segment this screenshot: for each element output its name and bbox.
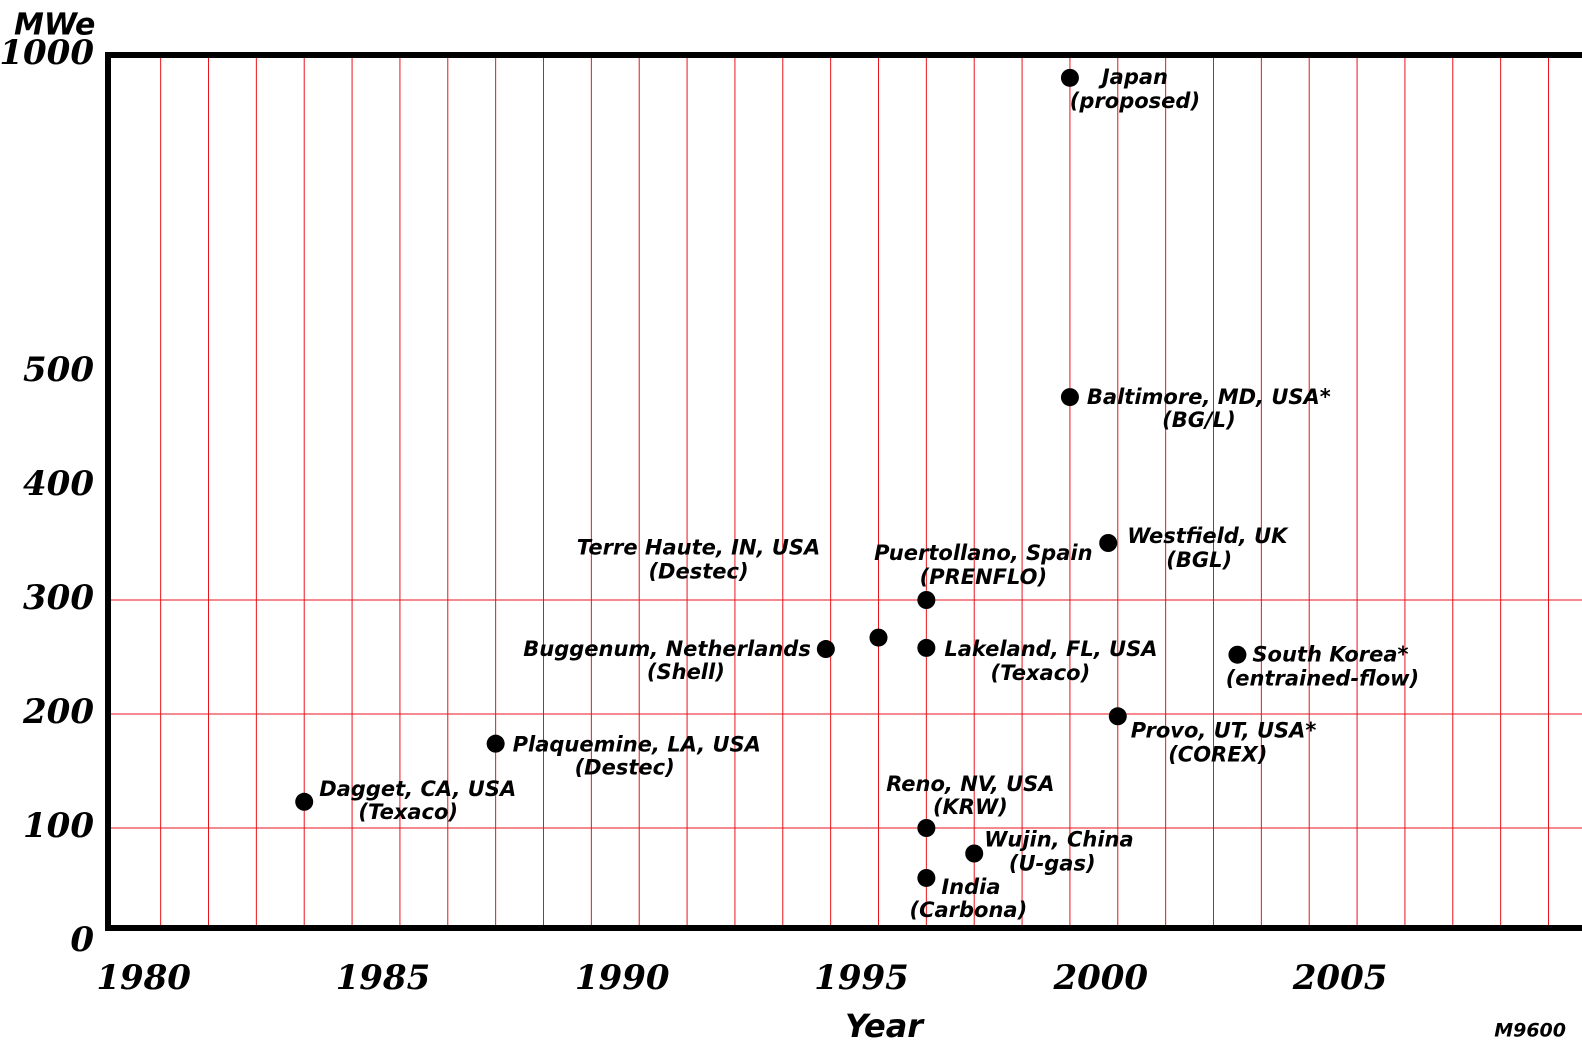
- x-tick-label: 2005: [1292, 958, 1388, 998]
- point-sublabel: (Destec): [648, 560, 748, 584]
- point-sublabel: (Carbona): [909, 898, 1027, 922]
- x-tick-label: 1980: [96, 958, 191, 998]
- point-sublabel: (Destec): [575, 756, 675, 780]
- point-label: Baltimore, MD, USA*: [1087, 385, 1331, 409]
- point-sublabel: (Texaco): [358, 800, 458, 824]
- x-tick-label: 1990: [575, 958, 670, 998]
- point-label: Puertollano, Spain: [874, 541, 1092, 565]
- data-point: [816, 640, 835, 659]
- point-label: Westfield, UK: [1127, 524, 1289, 548]
- point-label: Dagget, CA, USA: [319, 777, 516, 801]
- y-tick-label: 300: [23, 578, 94, 618]
- point-sublabel: (BG/L): [1162, 408, 1236, 432]
- data-point: [917, 591, 936, 609]
- point-label: Wujin, China: [984, 828, 1133, 852]
- point-sublabel: (KRW): [933, 795, 1008, 819]
- data-point: [1228, 645, 1247, 664]
- point-label: Buggenum, Netherlands: [523, 637, 811, 661]
- y-tick-label: 400: [23, 464, 94, 504]
- y-tick-label: 0: [70, 920, 94, 960]
- point-label: Reno, NV, USA: [886, 772, 1054, 796]
- data-point: [869, 628, 888, 647]
- figure-note: M9600: [1494, 1020, 1566, 1042]
- data-point: [295, 792, 314, 811]
- point-label: Terre Haute, IN, USA: [577, 536, 821, 560]
- data-point: [1108, 707, 1127, 726]
- x-axis-label: Year: [845, 1007, 925, 1045]
- data-point: [917, 819, 936, 837]
- point-label: Provo, UT, USA*: [1131, 718, 1317, 742]
- y-axis-label: MWe: [14, 8, 95, 43]
- point-sublabel: (proposed): [1070, 89, 1200, 113]
- y-tick-label: 100: [23, 806, 94, 846]
- data-point: [1060, 388, 1079, 407]
- point-sublabel: (Shell): [647, 660, 725, 684]
- y-tick-label: 500: [23, 350, 94, 390]
- data-point: [1099, 534, 1118, 552]
- point-sublabel: (Texaco): [991, 661, 1091, 685]
- point-label: Lakeland, FL, USA: [944, 637, 1157, 661]
- point-sublabel: (entrained-flow): [1226, 667, 1419, 691]
- point-sublabel: (U-gas): [1009, 852, 1096, 876]
- data-point: [917, 638, 936, 657]
- data-point: [917, 868, 936, 887]
- data-point: [965, 844, 984, 863]
- x-tick-label: 2000: [1052, 958, 1148, 998]
- x-tick-label: 1985: [336, 958, 431, 998]
- point-sublabel: (BGL): [1166, 548, 1232, 572]
- point-sublabel: (COREX): [1168, 742, 1267, 766]
- data-point: [486, 734, 505, 753]
- point-label: Japan: [1098, 65, 1168, 89]
- point-label: Plaquemine, LA, USA: [513, 733, 761, 757]
- y-tick-label: 1000: [0, 33, 94, 73]
- x-tick-label: 1995: [814, 958, 909, 998]
- y-tick-label: 200: [22, 692, 94, 732]
- point-label: India: [941, 875, 1000, 899]
- point-sublabel: (PRENFLO): [920, 565, 1048, 589]
- data-point: [1060, 68, 1079, 87]
- point-label: South Korea*: [1252, 643, 1408, 667]
- axis-frame: [105, 52, 1582, 931]
